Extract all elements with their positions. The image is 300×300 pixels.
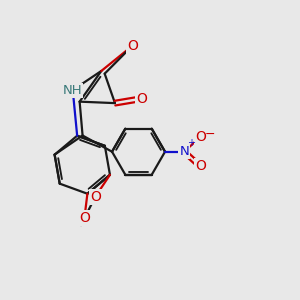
Text: O: O: [136, 92, 147, 106]
Text: O: O: [195, 130, 206, 144]
Text: −: −: [205, 128, 215, 140]
Text: O: O: [127, 39, 138, 53]
Text: O: O: [90, 190, 101, 204]
Text: O: O: [79, 211, 90, 225]
Text: NH: NH: [63, 84, 83, 97]
Text: N: N: [179, 145, 189, 158]
Text: +: +: [188, 139, 196, 148]
Text: O: O: [195, 159, 206, 173]
